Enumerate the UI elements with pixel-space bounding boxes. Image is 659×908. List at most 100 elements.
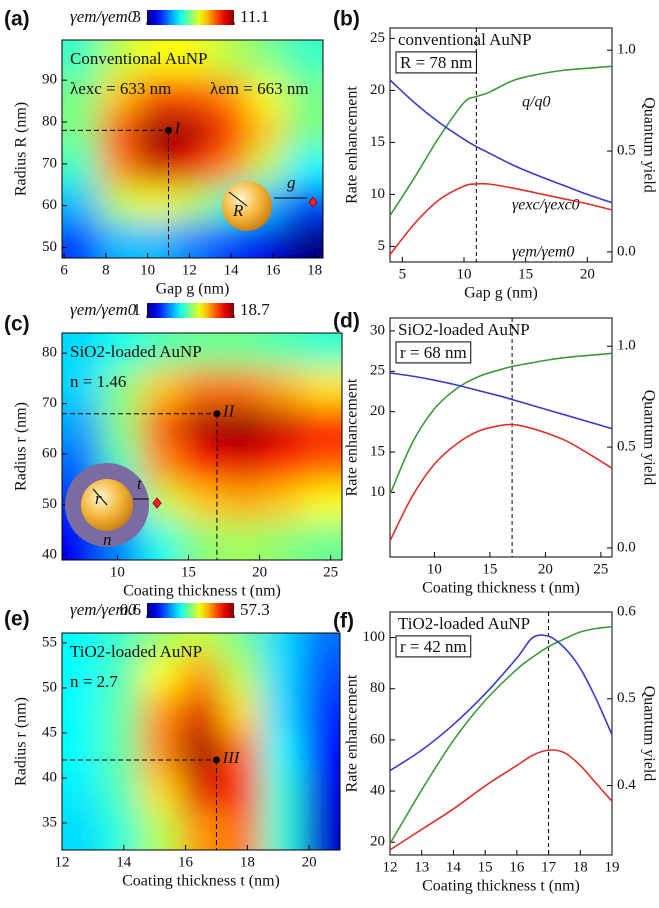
x-tick-label: 20 xyxy=(252,564,267,580)
heatmap-cell xyxy=(302,444,342,484)
x-tick-label: 10 xyxy=(427,561,442,577)
y-tick-label: 80 xyxy=(370,680,385,696)
marker xyxy=(164,126,172,134)
heatmap-cell xyxy=(99,76,138,114)
heatmap-cell xyxy=(221,444,263,484)
heatmap-cell xyxy=(101,333,142,369)
panel-label: (b) xyxy=(333,8,360,31)
colorbar xyxy=(147,10,234,25)
heatmap-cell xyxy=(247,113,286,150)
y-tick-label: 50 xyxy=(42,496,57,512)
heatmap-cell xyxy=(62,810,101,850)
heatmap-cell xyxy=(221,772,262,811)
heatmap-cell xyxy=(181,333,222,369)
y-axis-label: Rate enhancement xyxy=(344,674,361,792)
heatmap-cell xyxy=(100,655,141,694)
heatmap-cell xyxy=(221,483,263,522)
x-tick-label: 15 xyxy=(181,564,196,580)
panel-label: (a) xyxy=(4,8,30,31)
heatmap-cell xyxy=(100,693,141,733)
panel-label: (f) xyxy=(333,610,354,633)
heatmap-cell xyxy=(247,149,286,186)
x-tick-label: 12 xyxy=(55,854,70,870)
heatmap-cell xyxy=(62,406,102,445)
heatmap-cell xyxy=(140,810,181,850)
heatmap-cell xyxy=(285,185,323,222)
x-tick-label: 17 xyxy=(541,859,557,875)
note-box xyxy=(395,51,477,74)
y-tick-label: 40 xyxy=(42,546,57,562)
heatmap-cell xyxy=(285,113,323,150)
heatmap-cell xyxy=(140,655,181,694)
heatmap-cell xyxy=(140,633,181,656)
x-tick-label: 10 xyxy=(140,262,155,278)
heatmap-cell xyxy=(137,185,175,222)
x-axis-label: Gap g (nm) xyxy=(464,285,538,302)
heatmap-cell xyxy=(99,221,138,258)
series-line xyxy=(389,634,613,772)
heatmap-cell xyxy=(174,76,212,114)
heatmap-cell xyxy=(262,368,303,407)
y-tick-label: 5 xyxy=(378,238,386,254)
heatmap-cell xyxy=(62,40,100,77)
y2-tick-label: 0.5 xyxy=(617,690,636,706)
heatmap-cell xyxy=(247,40,286,77)
heatmap-cell xyxy=(261,655,302,694)
heatmap-cell xyxy=(221,693,262,733)
heatmap-cell xyxy=(261,810,302,850)
x-axis-label: Coating thickness t (nm) xyxy=(422,878,580,895)
x-axis-label: Coating thickness t (nm) xyxy=(422,580,580,597)
x-tick-label: 5 xyxy=(399,266,407,282)
inset-label: r xyxy=(95,489,102,508)
colorbar-label: γem/γem0 xyxy=(70,7,137,26)
y2-axis-label: Quantum yield xyxy=(640,97,657,193)
y-tick-label: 25 xyxy=(370,363,385,379)
x-tick-label: 12 xyxy=(383,859,398,875)
heatmap-cell xyxy=(174,221,212,258)
y-tick-label: 15 xyxy=(370,443,385,459)
heatmap-cell xyxy=(285,221,323,258)
panel-title: SiO2-loaded AuNP xyxy=(70,342,202,361)
y2-tick-label: 0.5 xyxy=(617,439,636,455)
series-line xyxy=(389,625,613,845)
heatmap-cell xyxy=(261,633,302,656)
colorbar-tick-label: 18.7 xyxy=(240,300,270,319)
heatmap-cells xyxy=(62,633,340,850)
x-tick-label: 20 xyxy=(302,854,317,870)
y2-axis-label: Quantum yield xyxy=(640,686,657,782)
annotation: λexc = 633 nm xyxy=(70,79,171,98)
heatmap-cell xyxy=(174,113,212,150)
y-tick-label: 70 xyxy=(42,395,57,411)
heatmap-cell xyxy=(100,633,141,656)
heatmap xyxy=(62,333,342,560)
heatmap-cell xyxy=(62,732,101,773)
y-tick-label: 60 xyxy=(370,731,385,747)
heatmap-cell xyxy=(180,810,222,850)
heatmap-cell xyxy=(221,368,263,407)
heatmap-cell xyxy=(211,113,248,150)
y-axis-label: Radius r (nm) xyxy=(13,402,30,491)
y2-tick-label: 0.6 xyxy=(617,603,636,619)
x-tick-label: 15 xyxy=(518,266,533,282)
x-tick-label: 6 xyxy=(60,262,68,278)
series-line xyxy=(389,749,613,851)
heatmap-cell xyxy=(221,406,263,445)
heatmap-cell xyxy=(99,40,138,77)
heatmap-cell xyxy=(302,483,342,522)
heatmap-cell xyxy=(247,221,286,258)
heatmap-cell xyxy=(301,732,340,773)
y-tick-label: 80 xyxy=(42,113,57,129)
heatmap-cell xyxy=(262,521,303,560)
y-axis-label: Rate enhancement xyxy=(344,86,361,204)
heatmap-cell xyxy=(180,633,222,656)
x-tick-label: 20 xyxy=(580,266,595,282)
heatmap-cell xyxy=(211,149,248,186)
heatmap-cell xyxy=(141,333,182,369)
colorbar xyxy=(147,603,234,618)
y-tick-label: 10 xyxy=(370,484,385,500)
y-axis-label: Rate enhancement xyxy=(344,378,361,496)
heatmap-cell xyxy=(302,521,342,560)
plot-frame xyxy=(61,332,343,561)
heatmap-cell xyxy=(261,732,302,773)
